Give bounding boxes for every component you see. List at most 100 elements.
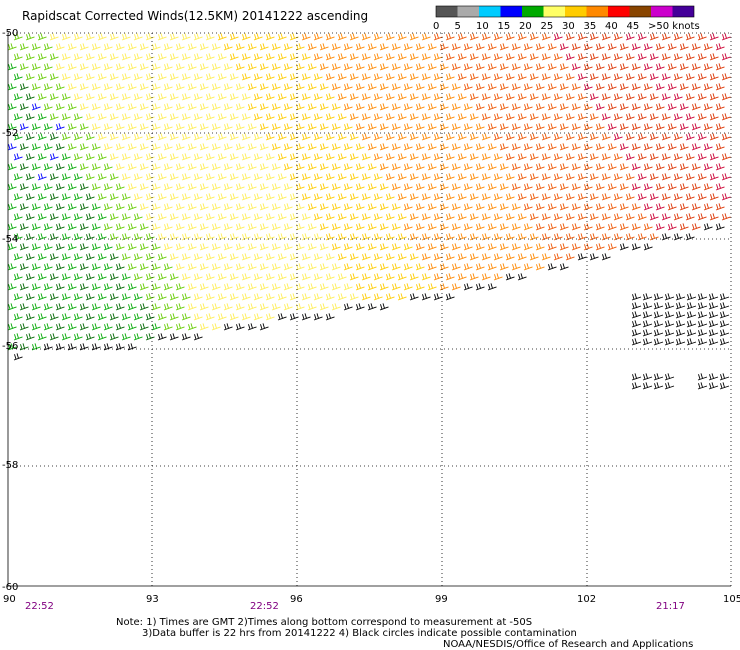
wind-barb [307, 303, 317, 311]
wind-barb [517, 273, 527, 281]
wind-barb [547, 43, 557, 51]
wind-barb [145, 233, 155, 241]
wind-barb [91, 203, 101, 211]
wind-barb [181, 333, 191, 341]
wind-barb [685, 113, 695, 121]
wind-barb [7, 163, 17, 171]
wind-barb [85, 93, 95, 101]
wind-barb [229, 73, 239, 81]
wind-barb [277, 193, 287, 201]
wind-barb [235, 103, 245, 111]
wind-barb [523, 203, 533, 211]
wind-barb [637, 133, 647, 141]
wind-barb [49, 293, 59, 301]
wind-barb [163, 103, 173, 111]
wind-barb [583, 143, 593, 151]
wind-barb [103, 143, 113, 151]
wind-barb [91, 163, 101, 171]
wind-barb [421, 153, 431, 161]
wind-barb [457, 73, 467, 81]
wind-barb [547, 123, 557, 131]
wind-barb [475, 283, 485, 291]
wind-barb [415, 43, 425, 51]
wind-barb [109, 73, 119, 81]
colorbar-swatch [457, 6, 479, 17]
wind-barb [109, 193, 119, 201]
wind-barb [673, 153, 683, 161]
wind-barb [61, 233, 71, 241]
wind-barb [91, 43, 101, 51]
wind-barb [517, 193, 527, 201]
wind-barb [121, 313, 131, 321]
wind-barb [235, 263, 245, 271]
wind-barb [199, 243, 209, 251]
wind-barb [373, 133, 383, 141]
wind-barb [523, 83, 533, 91]
wind-barb [397, 113, 407, 121]
wind-barb [661, 213, 671, 221]
wind-barb [229, 313, 239, 321]
wind-barb [715, 163, 725, 171]
wind-barb [133, 73, 143, 81]
wind-barb [163, 303, 173, 311]
wind-barb [427, 263, 437, 271]
wind-barb [487, 123, 497, 131]
wind-barb [595, 63, 605, 71]
wind-barb [109, 273, 119, 281]
wind-barb [631, 329, 642, 337]
wind-barb [367, 63, 377, 71]
wind-barb [457, 213, 467, 221]
wind-barb [631, 103, 641, 111]
wind-barb [709, 193, 719, 201]
wind-barb [481, 133, 491, 141]
wind-barb [708, 338, 719, 346]
wind-barb [37, 133, 47, 141]
wind-barb [553, 33, 563, 41]
wind-barb [391, 183, 401, 191]
wind-barb [511, 183, 521, 191]
wind-barb [715, 223, 725, 231]
wind-barb [241, 273, 251, 281]
wind-barb [493, 253, 503, 261]
wind-barb [133, 33, 143, 41]
wind-barb [715, 43, 725, 51]
wind-barb [391, 43, 401, 51]
wind-barb [127, 323, 137, 331]
wind-barb [253, 53, 263, 61]
wind-barb [541, 113, 551, 121]
lat-label: -58 [2, 460, 18, 471]
wind-barb [319, 243, 329, 251]
wind-barb [199, 163, 209, 171]
wind-barb [565, 173, 575, 181]
wind-barb [319, 43, 329, 51]
wind-barb [517, 73, 527, 81]
wind-barb [43, 343, 53, 351]
wind-barb [427, 83, 437, 91]
wind-barb [283, 123, 293, 131]
wind-barb [719, 311, 730, 319]
wind-barb [451, 163, 461, 171]
wind-barb [631, 223, 641, 231]
wind-barb [385, 93, 395, 101]
wind-barb [55, 43, 65, 51]
wind-barb [307, 283, 317, 291]
wind-barb [457, 193, 467, 201]
wind-barb [685, 93, 695, 101]
wind-barb [229, 273, 239, 281]
wind-barb [349, 253, 359, 261]
wind-barb [163, 203, 173, 211]
wind-barb [25, 133, 35, 141]
wind-barb [199, 263, 209, 271]
wind-barb [457, 133, 467, 141]
wind-barb [181, 113, 191, 121]
wind-barb [709, 73, 719, 81]
wind-barb [721, 33, 731, 41]
wind-barb [653, 329, 664, 337]
wind-barb [583, 203, 593, 211]
wind-barb [613, 133, 623, 141]
wind-barb [619, 83, 629, 91]
lon-label: 99 [435, 594, 448, 605]
wind-barb [283, 103, 293, 111]
wind-barb [619, 43, 629, 51]
wind-barb [157, 73, 167, 81]
